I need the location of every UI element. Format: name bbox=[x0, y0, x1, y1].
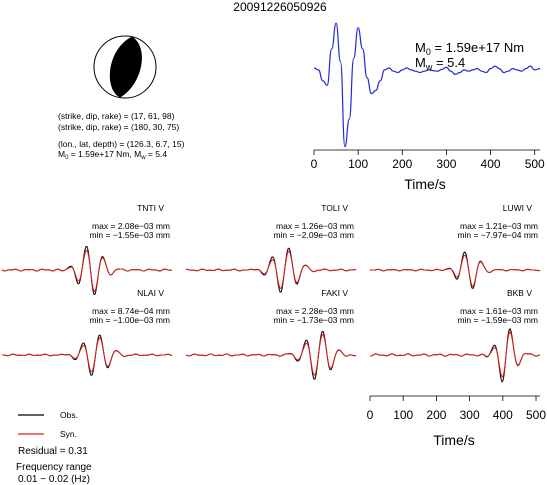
observed-waveform bbox=[185, 330, 357, 380]
legend-obs-label: Obs. bbox=[60, 410, 78, 420]
frequency-range-value: 0.01 − 0.02 (Hz) bbox=[18, 474, 90, 485]
station-min-amplitude: min = −1.00e−03 mm bbox=[89, 315, 170, 325]
station-name: FAKI V bbox=[322, 288, 349, 298]
synthetic-waveform bbox=[185, 250, 357, 290]
station-min-amplitude: min = −1.59e−03 mm bbox=[457, 315, 538, 325]
station-min-amplitude: min = −1.55e−03 mm bbox=[89, 230, 170, 240]
station-min-amplitude: min = −7.97e−04 mm bbox=[457, 230, 538, 240]
bottom-x-tick-label: 500 bbox=[526, 408, 546, 422]
bottom-x-tick-label: 0 bbox=[367, 408, 374, 422]
figure-title: 20091226050926 bbox=[233, 0, 327, 14]
synthetic-waveform bbox=[2, 337, 173, 373]
stf-x-ticks: 0 100 200 300 400 500 bbox=[311, 150, 545, 171]
nodal-plane-1: (strike, dip, rake) = (17, 61, 98) bbox=[58, 111, 175, 121]
station-name: TOLI V bbox=[321, 203, 348, 213]
legend: Obs. Syn. Residual = 0.31 Frequency rang… bbox=[16, 410, 92, 485]
station-max-amplitude: max = 2.08e−03 mm bbox=[92, 221, 170, 231]
stf-x-tick-label: 0 bbox=[311, 157, 318, 171]
beachball bbox=[93, 35, 157, 99]
bottom-x-axis-title: Time/s bbox=[433, 432, 474, 448]
station-name: TNTI V bbox=[137, 203, 164, 213]
station-max-amplitude: max = 1.61e−03 mm bbox=[460, 306, 538, 316]
station-max-amplitude: max = 8.74e−04 mm bbox=[92, 306, 170, 316]
beachball-compressional-quadrant bbox=[109, 36, 142, 98]
station-min-amplitude: min = −2.09e−03 mm bbox=[273, 230, 354, 240]
station-name: NLAI V bbox=[137, 288, 164, 298]
moment-magnitude-line: M0 = 1.59e+17 Nm, Mw = 5.4 bbox=[58, 149, 167, 161]
bottom-x-tick-label: 400 bbox=[493, 408, 513, 422]
stf-mw-label: Mw = 5.4 bbox=[415, 55, 465, 72]
bottom-time-axis: 0 100 200 300 400 500 Time/s bbox=[367, 395, 546, 448]
station-max-amplitude: max = 1.26e−03 mm bbox=[276, 221, 354, 231]
synthetic-waveform bbox=[1, 249, 172, 292]
hypocenter-location: (lon., lat, depth) = (126.3, 6.7, 15) bbox=[58, 139, 185, 149]
bottom-x-tick-label: 200 bbox=[426, 408, 446, 422]
stf-x-tick-label: 100 bbox=[348, 157, 368, 171]
stf-x-tick-label: 500 bbox=[525, 157, 545, 171]
station-name: BKB V bbox=[507, 288, 532, 298]
synthetic-waveform bbox=[185, 333, 357, 376]
stf-x-axis-title: Time/s bbox=[404, 176, 445, 192]
stf-series-line bbox=[313, 22, 541, 148]
bottom-x-tick-label: 100 bbox=[393, 408, 413, 422]
station-max-amplitude: max = 2.28e−03 mm bbox=[276, 306, 354, 316]
bottom-x-tick-label: 300 bbox=[460, 408, 480, 422]
stf-x-tick-label: 400 bbox=[481, 157, 501, 171]
stf-x-tick-label: 300 bbox=[436, 157, 456, 171]
station-name: LUWI V bbox=[503, 203, 533, 213]
synthetic-waveform bbox=[370, 331, 541, 378]
legend-syn-label: Syn. bbox=[60, 429, 77, 439]
synthetic-waveform bbox=[369, 254, 541, 287]
bottom-x-ticks: 0 100 200 300 400 500 bbox=[367, 396, 546, 422]
stf-m0-label: M0 = 1.59e+17 Nm bbox=[415, 40, 524, 57]
stf-x-tick-label: 200 bbox=[392, 157, 412, 171]
frequency-range-label: Frequency range bbox=[16, 462, 92, 473]
nodal-plane-2: (strike, dip, rake) = (180, 30, 75) bbox=[58, 122, 179, 132]
station-max-amplitude: max = 1.21e−03 mm bbox=[460, 221, 538, 231]
station-min-amplitude: min = −1.73e−03 mm bbox=[273, 315, 354, 325]
residual-text: Residual = 0.31 bbox=[18, 446, 88, 457]
stf-panel: 0 100 200 300 400 500 Time/s M0 = 1.59e+17 Nm… bbox=[311, 22, 545, 192]
